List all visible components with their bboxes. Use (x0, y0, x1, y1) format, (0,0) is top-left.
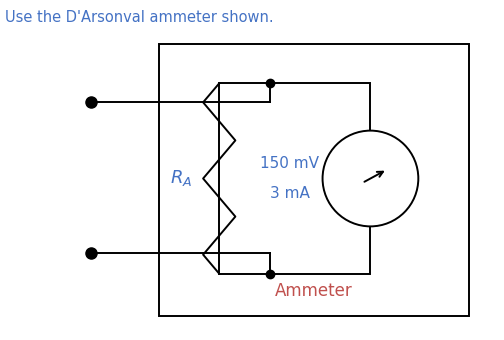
Text: Ammeter: Ammeter (275, 282, 353, 300)
Bar (159, 44, 469, 316)
Ellipse shape (323, 131, 418, 226)
Text: Use the D'Arsonval ammeter shown.: Use the D'Arsonval ammeter shown. (5, 10, 274, 25)
Text: $R_A$: $R_A$ (170, 169, 193, 188)
Text: 3 mA: 3 mA (270, 186, 310, 201)
Bar (219, 83, 370, 274)
Text: 150 mV: 150 mV (260, 156, 320, 171)
